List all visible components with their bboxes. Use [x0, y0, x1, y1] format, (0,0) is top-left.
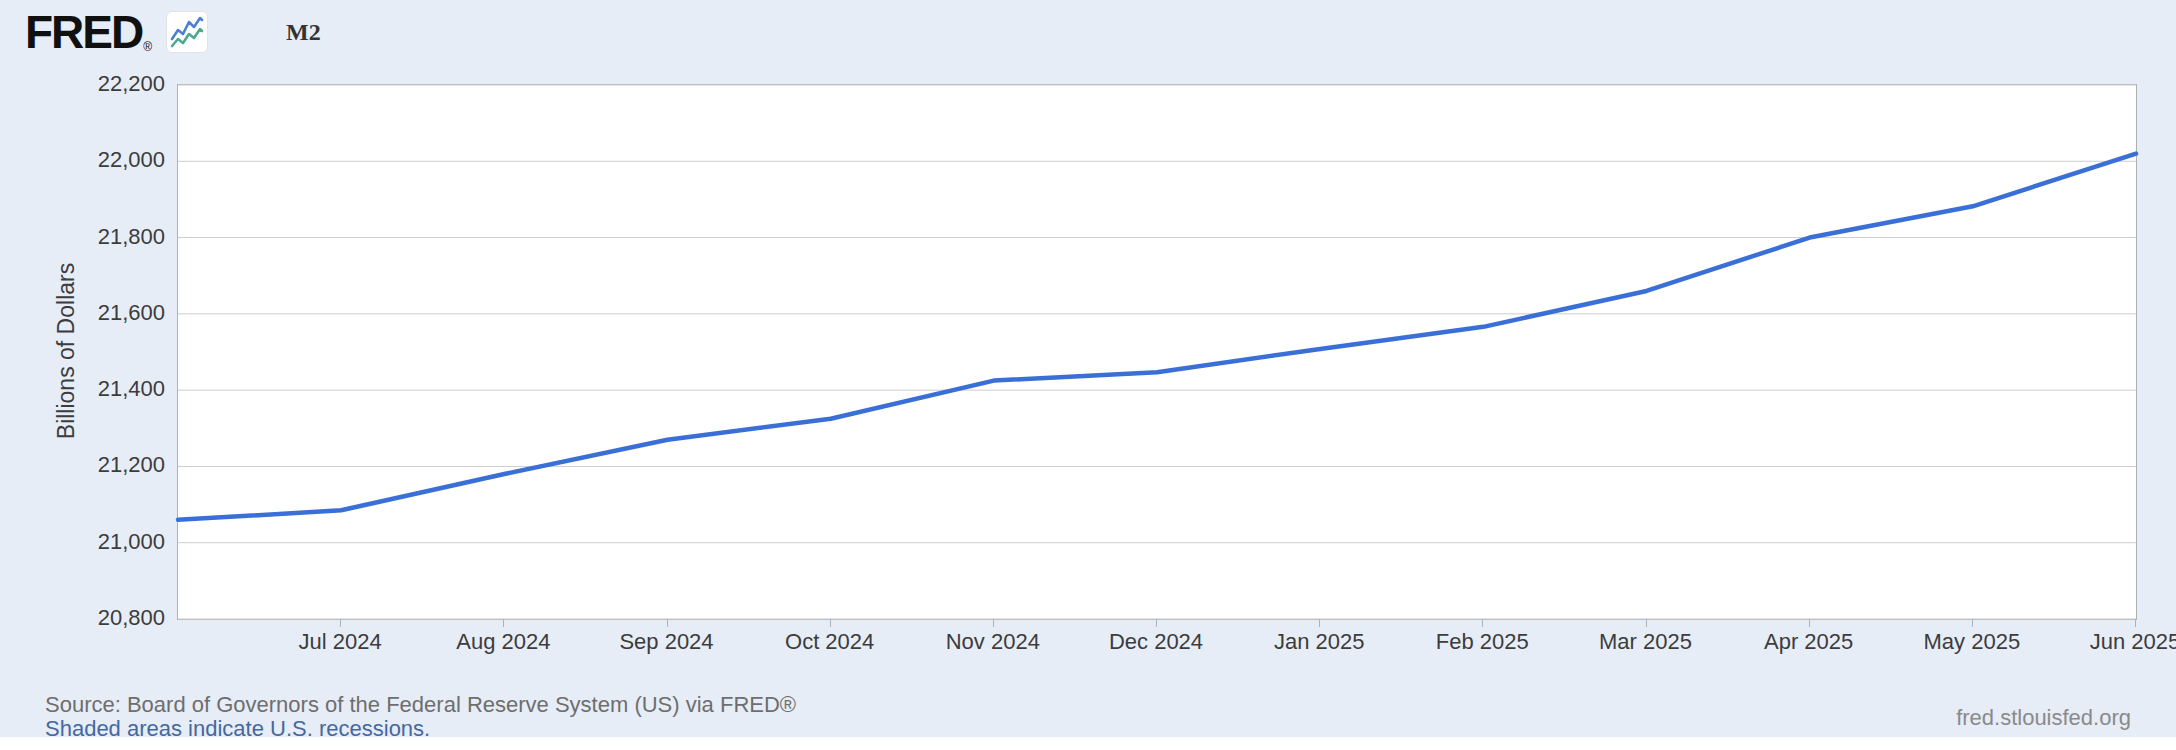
- source-text: Source: Board of Governors of the Federa…: [45, 692, 796, 718]
- registered-mark: ®: [143, 40, 152, 54]
- y-tick-label: 21,800: [0, 224, 165, 250]
- x-tick-label: Mar 2025: [1561, 629, 1731, 655]
- x-tick-label: Dec 2024: [1071, 629, 1241, 655]
- x-tick-mark: [830, 619, 831, 627]
- x-tick-mark: [993, 619, 994, 627]
- legend-series-label: M2: [286, 19, 321, 46]
- legend-line-swatch: [228, 29, 274, 35]
- x-tick-label: Jan 2025: [1234, 629, 1404, 655]
- chart-header: FRED ® M2: [25, 8, 321, 56]
- x-tick-label: May 2025: [1887, 629, 2057, 655]
- fred-sparkline-icon: [166, 11, 208, 53]
- y-tick-label: 22,000: [0, 147, 165, 173]
- x-tick-label: Nov 2024: [908, 629, 1078, 655]
- legend: M2: [228, 19, 321, 46]
- x-tick-label: Jul 2024: [255, 629, 425, 655]
- x-tick-mark: [340, 619, 341, 627]
- x-tick-mark: [1809, 619, 1810, 627]
- x-tick-mark: [1156, 619, 1157, 627]
- x-tick-mark: [1972, 619, 1973, 627]
- y-tick-label: 22,200: [0, 71, 165, 97]
- y-tick-label: 21,000: [0, 529, 165, 555]
- y-tick-label: 20,800: [0, 605, 165, 631]
- site-link[interactable]: fred.stlouisfed.org: [1956, 705, 2131, 731]
- x-tick-mark: [1319, 619, 1320, 627]
- bottom-strip: [0, 737, 2176, 750]
- x-tick-label: Jun 2025: [2050, 629, 2176, 655]
- x-tick-mark: [503, 619, 504, 627]
- y-axis-title: Billions of Dollars: [52, 241, 80, 461]
- y-tick-label: 21,600: [0, 300, 165, 326]
- fred-logo-text: FRED: [25, 10, 142, 54]
- plot-area[interactable]: [177, 84, 2137, 620]
- m2-series-line[interactable]: [178, 154, 2136, 520]
- y-tick-label: 21,200: [0, 452, 165, 478]
- x-tick-label: Feb 2025: [1397, 629, 1567, 655]
- x-tick-mark: [1646, 619, 1647, 627]
- m2-line-chart: [178, 85, 2136, 619]
- x-tick-label: Oct 2024: [745, 629, 915, 655]
- y-tick-label: 21,400: [0, 376, 165, 402]
- fred-logo[interactable]: FRED ®: [25, 10, 152, 54]
- x-tick-mark: [1482, 619, 1483, 627]
- x-tick-mark: [667, 619, 668, 627]
- x-tick-label: Aug 2024: [418, 629, 588, 655]
- x-tick-label: Sep 2024: [582, 629, 752, 655]
- x-tick-label: Apr 2025: [1724, 629, 1894, 655]
- fred-chart-embed: FRED ® M2 Billions of Dollars 22,200 22,0…: [0, 0, 2176, 750]
- x-tick-mark: [2135, 619, 2136, 627]
